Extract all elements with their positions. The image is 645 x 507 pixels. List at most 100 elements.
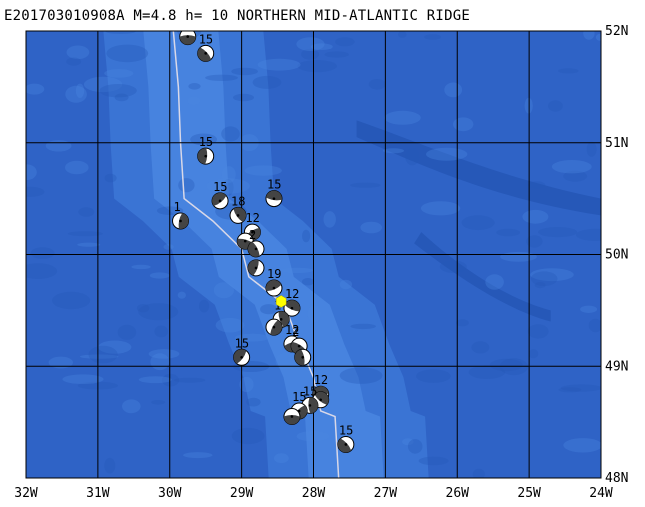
focal-mechanism: 15 bbox=[265, 178, 283, 208]
event-depth-label: 18 bbox=[231, 194, 245, 208]
bathymetry-patch bbox=[398, 31, 407, 38]
bathymetry-patch bbox=[246, 397, 261, 407]
focal-mechanism: 15 bbox=[179, 31, 197, 46]
bathymetry-patch bbox=[496, 228, 520, 237]
focal-mechanism-quadrant bbox=[233, 349, 247, 364]
bathymetry-patch bbox=[215, 317, 245, 333]
focal-mechanism-center bbox=[272, 197, 276, 200]
bathymetry-patch bbox=[526, 235, 543, 248]
bathymetry-patch bbox=[368, 79, 386, 90]
bathymetry-patch bbox=[205, 74, 238, 82]
bathymetry-patch bbox=[66, 45, 90, 60]
focal-mechanism-center bbox=[254, 247, 258, 251]
bathymetry-patch bbox=[62, 374, 104, 385]
bathymetry-patch bbox=[26, 186, 45, 197]
lon-tick-label: 31W bbox=[86, 486, 110, 501]
bathymetry-patch bbox=[548, 100, 563, 112]
lat-tick-label: 50N bbox=[605, 248, 628, 263]
focal-mechanism-center bbox=[204, 52, 207, 55]
bathymetry-patch bbox=[383, 148, 404, 154]
bathymetry-patch bbox=[75, 83, 85, 99]
bathymetry-patch bbox=[138, 376, 172, 384]
bathymetry-patch bbox=[65, 160, 89, 175]
bathymetry-patch bbox=[335, 37, 355, 47]
focal-mechanism-center bbox=[272, 325, 276, 329]
bathymetry-patch bbox=[350, 323, 377, 330]
bathymetry-patch bbox=[424, 34, 441, 40]
bathymetry-patch bbox=[444, 82, 463, 98]
bathymetry-patch bbox=[323, 211, 336, 228]
bathymetry-patch bbox=[563, 438, 601, 453]
bathymetry-patch bbox=[252, 75, 282, 89]
bathymetry-patch bbox=[360, 221, 383, 234]
bathymetry-patch bbox=[485, 274, 504, 290]
lon-tick-label: 29W bbox=[230, 486, 254, 501]
event-depth-label: 2 bbox=[292, 325, 299, 339]
bathymetry-patch bbox=[558, 387, 582, 393]
bathymetry-patch bbox=[104, 173, 117, 183]
bathymetry-patch bbox=[350, 182, 381, 188]
bathymetry-patch bbox=[274, 453, 289, 464]
focal-mechanism-quadrant bbox=[212, 192, 227, 206]
bathymetry-patch bbox=[560, 384, 601, 392]
bathymetry-patch bbox=[98, 340, 132, 354]
lon-tick-label: 32W bbox=[14, 486, 38, 501]
focal-mechanism bbox=[283, 408, 301, 426]
focal-mechanism-quadrant bbox=[265, 280, 282, 292]
bathymetry-patch bbox=[538, 227, 578, 238]
focal-mechanism-center bbox=[254, 266, 258, 270]
bathymetry-patch bbox=[528, 181, 546, 189]
lon-tick-label: 28W bbox=[302, 486, 326, 501]
bathymetry-patch bbox=[151, 400, 166, 405]
lon-tick-label: 26W bbox=[446, 486, 470, 501]
event-depth-label: 12 bbox=[285, 287, 299, 301]
focal-mechanism-quadrant bbox=[178, 213, 189, 229]
focal-mechanism: 15 bbox=[211, 180, 229, 210]
bathymetry-patch bbox=[302, 229, 311, 243]
bathymetry-patch bbox=[407, 439, 423, 454]
bathymetry-patch bbox=[297, 60, 338, 73]
bathymetry-patch bbox=[221, 126, 240, 142]
bathymetry-patch bbox=[296, 431, 329, 442]
focal-mechanism-quadrant bbox=[248, 241, 260, 257]
focal-mechanism-center bbox=[243, 239, 247, 243]
focal-mechanism-center bbox=[186, 35, 190, 38]
focal-mechanism-center bbox=[179, 219, 182, 223]
bathymetry-patch bbox=[420, 201, 461, 216]
focal-mechanism-quadrant bbox=[294, 349, 305, 366]
focal-mechanism: 18 bbox=[229, 194, 247, 224]
focal-mechanism-quadrant bbox=[284, 300, 300, 312]
bathymetry-patch bbox=[48, 356, 73, 369]
focal-mechanism-center bbox=[236, 214, 240, 217]
focal-mechanism-quadrant bbox=[197, 148, 208, 165]
bathymetry-patch bbox=[324, 51, 350, 58]
bathymetry-patch bbox=[384, 110, 421, 125]
bathymetry-patch bbox=[77, 242, 101, 247]
bathymetry-patch bbox=[104, 69, 134, 78]
bathymetry-patch bbox=[500, 251, 537, 262]
focal-mechanism-center bbox=[251, 230, 254, 234]
bathymetry-patch bbox=[530, 271, 558, 287]
bathymetry-patch bbox=[154, 325, 168, 338]
bathymetry-patch bbox=[310, 43, 333, 50]
focal-mechanism-center bbox=[308, 404, 312, 407]
focal-mechanism: 19 bbox=[265, 267, 283, 297]
lon-tick-label: 30W bbox=[158, 486, 182, 501]
focal-mechanism: 1 bbox=[172, 200, 190, 230]
focal-mechanism: 12 bbox=[283, 287, 301, 317]
focal-mechanism-center bbox=[204, 154, 207, 158]
bathymetry-patch bbox=[307, 305, 321, 323]
bathymetry-patch bbox=[79, 354, 119, 359]
bathymetry-patch bbox=[117, 324, 137, 340]
bathymetry-patch bbox=[402, 438, 414, 446]
bathymetry-patch bbox=[221, 166, 236, 183]
bathymetry-patch bbox=[558, 68, 579, 74]
bathymetry-patch bbox=[177, 291, 186, 299]
focal-mechanism bbox=[265, 318, 283, 336]
map-area: 1515151515181122191211221512151515 bbox=[26, 31, 601, 478]
focal-mechanism: 15 bbox=[197, 32, 215, 62]
bathymetry-patch bbox=[67, 231, 103, 237]
bathymetry-patch bbox=[275, 352, 296, 370]
event-depth-label: 15 bbox=[199, 135, 213, 149]
bathymetry-patch bbox=[257, 58, 301, 71]
